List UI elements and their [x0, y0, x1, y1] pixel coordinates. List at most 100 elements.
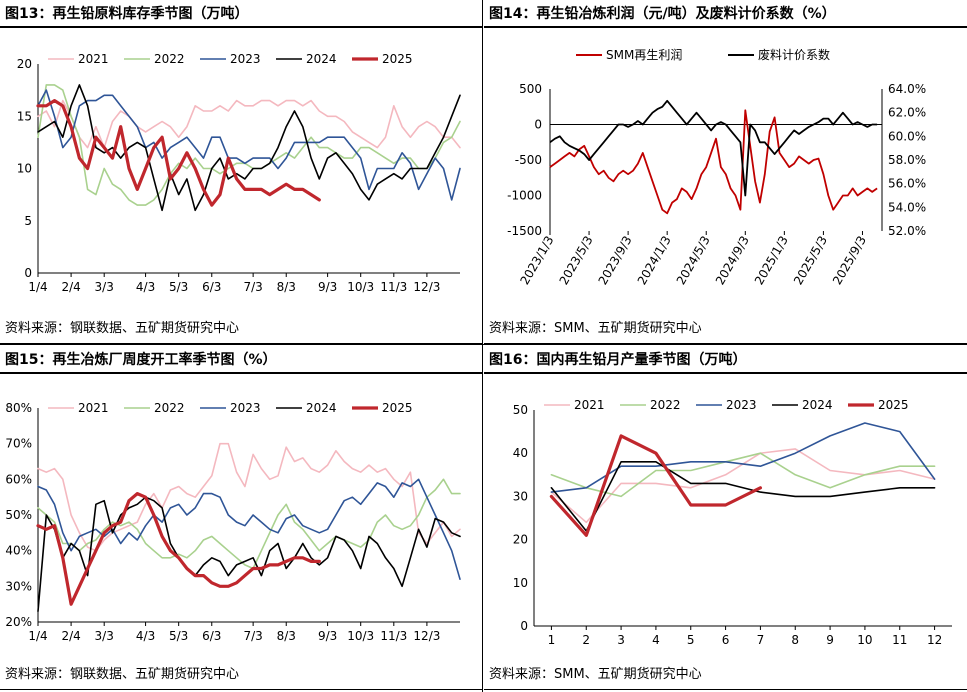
y-tick-label: 5 [24, 214, 32, 228]
legend-label: 2023 [230, 401, 261, 415]
series-line-2025 [549, 434, 762, 537]
y-tick-label: 50% [5, 508, 32, 522]
chart-panel-output: 图16：国内再生铅月产量季节图（万吨） 0 10 20 30 40 50 1 2 3 4 5 6 7 8 9… [484, 346, 967, 692]
y-left-tick-label: -1000 [507, 189, 542, 203]
x-tick-label: 3 [617, 633, 625, 647]
x-tick-label: 8/3 [277, 280, 296, 294]
x-tick-label: 2025/9/3 [830, 234, 869, 288]
x-tick-label: 2025/1/3 [752, 234, 791, 288]
y-right-tick-label: 58.0% [888, 153, 926, 167]
x-tick-label: 2 [582, 633, 590, 647]
x-tick-label: 4/3 [136, 280, 155, 294]
legend-label: 2023 [230, 52, 261, 66]
x-tick-label: 7/3 [243, 629, 262, 643]
series-line-2023 [37, 478, 461, 580]
y-tick-label: 40 [513, 446, 528, 460]
x-tick-label: 8/3 [277, 629, 296, 643]
x-tick-label: 2023/9/3 [596, 234, 635, 288]
chart-plot: 20% 30% 40% 50% 60% 70% 80% 1/4 2/4 3/3 4/3 5/3 6/3 7… [5, 401, 461, 643]
x-tick-label: 12 [927, 633, 942, 647]
chart-title: 图14：再生铅冶炼利润（元/吨）及废料计价系数（%） [489, 6, 836, 22]
y-left-tick-label: -1500 [507, 224, 542, 238]
series-line-2022 [550, 452, 936, 498]
chart-source: 资料来源：钢联数据、五矿期货研究中心 [5, 321, 240, 336]
y-tick-label: 0 [520, 619, 528, 633]
y-right-tick-label: 54.0% [888, 200, 926, 214]
x-tick-label: 11/3 [380, 629, 407, 643]
y-right-tick-label: 64.0% [888, 82, 926, 96]
series-line-profit [549, 109, 878, 215]
legend-label: 2024 [802, 398, 833, 412]
x-tick-label: 2024/1/3 [635, 234, 674, 288]
series-line-2025 [36, 491, 321, 606]
bottom-rule [0, 343, 483, 344]
y-tick-label: 40% [5, 544, 32, 558]
panel-divider-horizontal [0, 344, 967, 345]
x-tick-label: 6/3 [202, 629, 221, 643]
title-rule [484, 26, 967, 28]
legend-label: 2022 [154, 401, 185, 415]
y-right-tick-label: 62.0% [888, 106, 926, 120]
legend-label: 2022 [154, 52, 185, 66]
y-tick-label: 50 [513, 403, 528, 417]
y-tick-label: 10 [17, 162, 32, 176]
series-line-2021 [37, 99, 461, 149]
legend-label: 2021 [574, 398, 605, 412]
y-tick-label: 80% [5, 401, 32, 415]
series-line-2021 [37, 442, 461, 552]
x-tick-label: 3/3 [95, 280, 114, 294]
series-line-2023 [37, 89, 461, 201]
x-tick-label: 2/4 [61, 280, 80, 294]
title-rule [0, 26, 483, 28]
legend-label: 2023 [726, 398, 757, 412]
legend-label: 2024 [306, 401, 337, 415]
x-tick-label: 6/3 [202, 280, 221, 294]
legend-label: 2025 [878, 398, 909, 412]
bottom-rule [0, 689, 483, 690]
chart-title: 图13：再生铅原料库存季节图（万吨） [5, 6, 249, 22]
x-tick-label: 10 [857, 633, 872, 647]
legend-label: 2021 [78, 401, 109, 415]
bottom-rule [484, 343, 967, 344]
x-tick-label: 9 [826, 633, 834, 647]
chart-source: 资料来源：SMM、五矿期货研究中心 [489, 321, 702, 336]
x-tick-label: 6 [722, 633, 730, 647]
chart-plot: 0 5 10 15 20 1/4 2/4 3/3 4/3 5/3 6/3 7/3 8/3 9/3 10/3 1… [17, 52, 461, 294]
legend-label: 2025 [382, 401, 413, 415]
series-line-2023 [550, 422, 936, 493]
y-tick-label: 20 [17, 57, 32, 71]
x-tick-label: 4 [652, 633, 660, 647]
chart-panel-profit: 图14：再生铅冶炼利润（元/吨）及废料计价系数（%） 500 0 -500 -1000… [484, 0, 967, 346]
y-left-tick-label: -500 [515, 153, 542, 167]
x-tick-label: 2024/5/3 [674, 234, 713, 288]
x-tick-label: 11/3 [380, 280, 407, 294]
x-tick-label: 12/3 [413, 280, 440, 294]
series-line-2024 [550, 461, 936, 532]
x-tick-label: 5/3 [169, 629, 188, 643]
legend-label: 2025 [382, 52, 413, 66]
x-tick-label: 2025/5/3 [791, 234, 830, 288]
legend-label: 2021 [78, 52, 109, 66]
y-tick-label: 30 [513, 489, 528, 503]
x-tick-label: 1/4 [28, 280, 47, 294]
y-left-tick-label: 500 [519, 82, 542, 96]
chart-panel-inventory: 图13：再生铅原料库存季节图（万吨） 0 5 10 15 20 1/4 2/4 3/3 4/3 5… [0, 0, 483, 346]
series-line-2025 [36, 98, 321, 207]
chart-source: 资料来源：钢联数据、五矿期货研究中心 [5, 667, 240, 682]
y-right-tick-label: 56.0% [888, 177, 926, 191]
x-tick-label: 1/4 [28, 629, 47, 643]
x-tick-label: 7/3 [243, 280, 262, 294]
y-tick-label: 60% [5, 472, 32, 486]
legend-label: 2024 [306, 52, 337, 66]
legend-label: 2022 [650, 398, 681, 412]
chart-plot: 500 0 -500 -1000 -1500 64.0% 62.0% 60.0% 58.0% 56… [507, 47, 926, 288]
y-right-tick-label: 52.0% [888, 224, 926, 238]
x-tick-label: 9/3 [318, 280, 337, 294]
y-tick-label: 70% [5, 437, 32, 451]
y-tick-label: 10 [513, 576, 528, 590]
panel-divider-vertical [482, 0, 483, 692]
y-tick-label: 0 [24, 266, 32, 280]
x-tick-label: 2023/5/3 [557, 234, 596, 288]
x-tick-label: 7 [757, 633, 765, 647]
